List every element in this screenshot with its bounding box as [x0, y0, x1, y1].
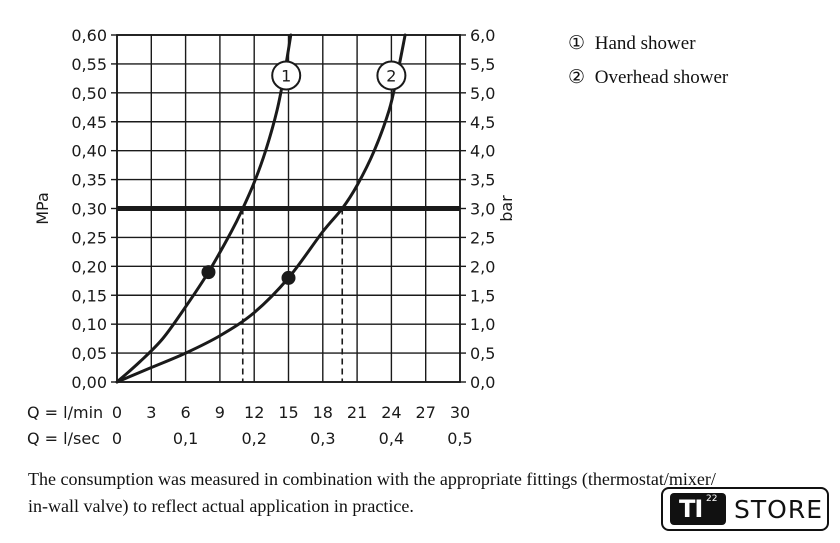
- x-tick-label-lmin: 12: [244, 403, 264, 422]
- series-number-badge: [376, 60, 407, 91]
- y-left-axis-label: MPa: [33, 192, 52, 225]
- note-line-1: The consumption was measured in combinat…: [28, 469, 716, 489]
- legend-number: ②: [568, 67, 586, 88]
- x-tick-label-lmin: 21: [347, 403, 367, 422]
- measurement-note: The consumption was measured in combinat…: [28, 466, 828, 520]
- legend: ① Hand shower ② Overhead shower: [568, 30, 728, 98]
- y-right-tick-label: 6,0: [470, 26, 495, 45]
- y-left-tick-label: 0,55: [71, 55, 107, 74]
- legend-label: Hand shower: [594, 33, 696, 54]
- x-tick-label-lsec: 0,4: [379, 429, 404, 448]
- store-logo-mark: TI 22: [670, 493, 726, 525]
- legend-item-overhead-shower: ② Overhead shower: [568, 64, 728, 98]
- y-right-tick-label: 3,5: [470, 171, 495, 190]
- y-right-tick-label: 1,0: [470, 315, 495, 334]
- y-left-tick-label: 0,60: [71, 26, 107, 45]
- x-tick-label-lmin: 27: [416, 403, 436, 422]
- chart-series: [115, 33, 460, 384]
- x-tick-label-lmin: 30: [450, 403, 470, 422]
- y-left-tick-label: 0,00: [71, 373, 107, 392]
- store-logo-text: TI: [679, 495, 703, 523]
- y-left-tick-label: 0,10: [71, 315, 107, 334]
- y-left-tick-label: 0,30: [71, 200, 107, 219]
- y-left-tick-label: 0,40: [71, 142, 107, 161]
- x-tick-label-lsec: 0,2: [241, 429, 266, 448]
- chart-labels: 0,000,050,100,150,200,250,300,350,400,45…: [27, 26, 516, 448]
- note-line-2: in-wall valve) to reflect actual applica…: [28, 496, 414, 516]
- y-right-tick-label: 2,0: [470, 257, 495, 276]
- x-tick-label-lmin: 6: [181, 403, 191, 422]
- x-tick-label-lmin: 3: [146, 403, 156, 422]
- y-right-tick-label: 5,5: [470, 55, 495, 74]
- x-tick-label-lmin: 0: [112, 403, 122, 422]
- y-right-tick-label: 4,0: [470, 142, 495, 161]
- y-right-tick-label: 0,0: [470, 373, 495, 392]
- legend-item-hand-shower: ① Hand shower: [568, 30, 728, 64]
- series-point-marker: [281, 270, 296, 285]
- x-axis-label-lsec: Q = l/sec: [27, 429, 100, 448]
- series-number-badge: [271, 60, 302, 91]
- x-tick-label-lsec: 0,3: [310, 429, 335, 448]
- y-right-tick-label: 5,0: [470, 84, 495, 103]
- y-right-tick-label: 1,5: [470, 286, 495, 305]
- store-logo-superscript: 22: [706, 494, 718, 504]
- y-left-tick-label: 0,35: [71, 171, 107, 190]
- x-tick-label-lmin: 15: [278, 403, 298, 422]
- x-tick-label-lmin: 18: [313, 403, 333, 422]
- y-left-tick-label: 0,45: [71, 113, 107, 132]
- x-tick-label-lsec: 0,5: [447, 429, 472, 448]
- y-left-tick-label: 0,15: [71, 286, 107, 305]
- legend-number: ①: [568, 33, 586, 54]
- y-right-tick-label: 0,5: [470, 344, 495, 363]
- legend-label: Overhead shower: [594, 67, 729, 88]
- x-axis-label-lmin: Q = l/min: [27, 403, 103, 422]
- series-number-label: 1: [281, 66, 291, 85]
- store-badge[interactable]: TI 22 STORE: [661, 487, 829, 531]
- store-label: STORE: [734, 494, 823, 524]
- y-left-tick-label: 0,50: [71, 84, 107, 103]
- x-tick-label-lmin: 9: [215, 403, 225, 422]
- x-tick-label-lmin: 24: [381, 403, 401, 422]
- y-left-tick-label: 0,25: [71, 228, 107, 247]
- flow-pressure-chart: 0,000,050,100,150,200,250,300,350,400,45…: [27, 26, 516, 448]
- series-number-label: 2: [386, 66, 396, 85]
- series-line-hand-shower: [115, 33, 293, 384]
- y-right-tick-label: 2,5: [470, 228, 495, 247]
- y-left-tick-label: 0,05: [71, 344, 107, 363]
- series-line-overhead-shower: [115, 33, 407, 384]
- y-right-tick-label: 3,0: [470, 200, 495, 219]
- y-left-tick-label: 0,20: [71, 257, 107, 276]
- y-right-axis-label: bar: [497, 195, 516, 222]
- y-right-tick-label: 4,5: [470, 113, 495, 132]
- series-point-marker: [201, 265, 216, 280]
- x-tick-label-lsec: 0,1: [173, 429, 198, 448]
- x-tick-label-lsec: 0: [112, 429, 122, 448]
